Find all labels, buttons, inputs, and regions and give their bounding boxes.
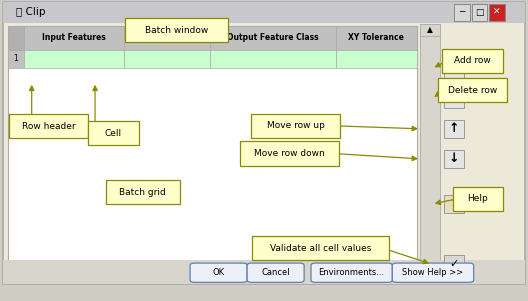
Text: Environments...: Environments... <box>318 268 385 277</box>
FancyBboxPatch shape <box>336 26 417 50</box>
FancyBboxPatch shape <box>247 263 304 282</box>
Text: Batch window: Batch window <box>145 26 209 35</box>
Text: ▼: ▼ <box>427 271 433 280</box>
FancyBboxPatch shape <box>444 195 464 213</box>
Text: OK: OK <box>213 268 224 277</box>
FancyBboxPatch shape <box>210 50 336 68</box>
FancyBboxPatch shape <box>240 141 339 166</box>
Text: 🔨 Clip: 🔨 Clip <box>16 7 45 17</box>
FancyBboxPatch shape <box>444 150 464 168</box>
FancyBboxPatch shape <box>88 121 139 145</box>
FancyBboxPatch shape <box>311 263 392 282</box>
Text: ✓: ✓ <box>449 259 458 269</box>
Text: Help: Help <box>467 194 488 203</box>
FancyBboxPatch shape <box>24 50 124 68</box>
Text: ▲: ▲ <box>427 25 433 34</box>
Text: Cell: Cell <box>105 129 122 138</box>
Text: ↓: ↓ <box>448 152 459 166</box>
Text: ?: ? <box>450 199 457 209</box>
FancyBboxPatch shape <box>3 2 525 284</box>
FancyBboxPatch shape <box>210 26 336 50</box>
FancyBboxPatch shape <box>8 26 24 50</box>
FancyBboxPatch shape <box>24 26 124 50</box>
Text: ─: ─ <box>459 8 465 17</box>
Text: Input Features: Input Features <box>42 33 106 42</box>
FancyBboxPatch shape <box>8 50 24 68</box>
Text: Move row up: Move row up <box>267 121 325 130</box>
FancyBboxPatch shape <box>420 24 440 281</box>
FancyBboxPatch shape <box>190 263 247 282</box>
FancyBboxPatch shape <box>124 26 210 50</box>
Text: Cancel: Cancel <box>261 268 290 277</box>
FancyBboxPatch shape <box>126 18 228 42</box>
Text: Delete row: Delete row <box>448 86 497 95</box>
FancyBboxPatch shape <box>420 24 440 36</box>
FancyBboxPatch shape <box>106 180 180 204</box>
FancyBboxPatch shape <box>444 255 464 273</box>
FancyBboxPatch shape <box>251 114 340 138</box>
FancyBboxPatch shape <box>454 4 470 21</box>
FancyBboxPatch shape <box>124 50 210 68</box>
FancyBboxPatch shape <box>9 114 88 138</box>
FancyBboxPatch shape <box>252 236 389 260</box>
FancyBboxPatch shape <box>8 26 417 50</box>
Text: ↑: ↑ <box>448 122 459 135</box>
Text: +: + <box>449 64 458 74</box>
FancyBboxPatch shape <box>3 2 525 23</box>
Text: 1: 1 <box>14 54 18 63</box>
FancyBboxPatch shape <box>8 26 417 272</box>
FancyBboxPatch shape <box>444 60 464 78</box>
FancyBboxPatch shape <box>3 260 525 284</box>
FancyBboxPatch shape <box>438 78 507 102</box>
Text: Batch grid: Batch grid <box>119 188 166 197</box>
Text: ×: × <box>449 94 458 104</box>
Text: Clip Features: Clip Features <box>138 33 195 42</box>
Text: Move row down: Move row down <box>254 149 325 158</box>
Text: XY Tolerance: XY Tolerance <box>348 33 404 42</box>
FancyBboxPatch shape <box>489 4 505 21</box>
Text: □: □ <box>475 8 484 17</box>
Text: Row header: Row header <box>22 122 76 131</box>
FancyBboxPatch shape <box>472 4 487 21</box>
Text: Add row: Add row <box>454 56 491 65</box>
Text: Output Feature Class: Output Feature Class <box>227 33 318 42</box>
Text: Validate all cell values: Validate all cell values <box>270 244 371 253</box>
FancyBboxPatch shape <box>336 50 417 68</box>
FancyBboxPatch shape <box>420 270 440 281</box>
FancyBboxPatch shape <box>444 90 464 108</box>
FancyBboxPatch shape <box>453 187 503 211</box>
FancyBboxPatch shape <box>392 263 474 282</box>
FancyBboxPatch shape <box>442 49 503 73</box>
Text: ✕: ✕ <box>493 8 501 17</box>
FancyBboxPatch shape <box>444 120 464 138</box>
Text: Show Help >>: Show Help >> <box>402 268 464 277</box>
